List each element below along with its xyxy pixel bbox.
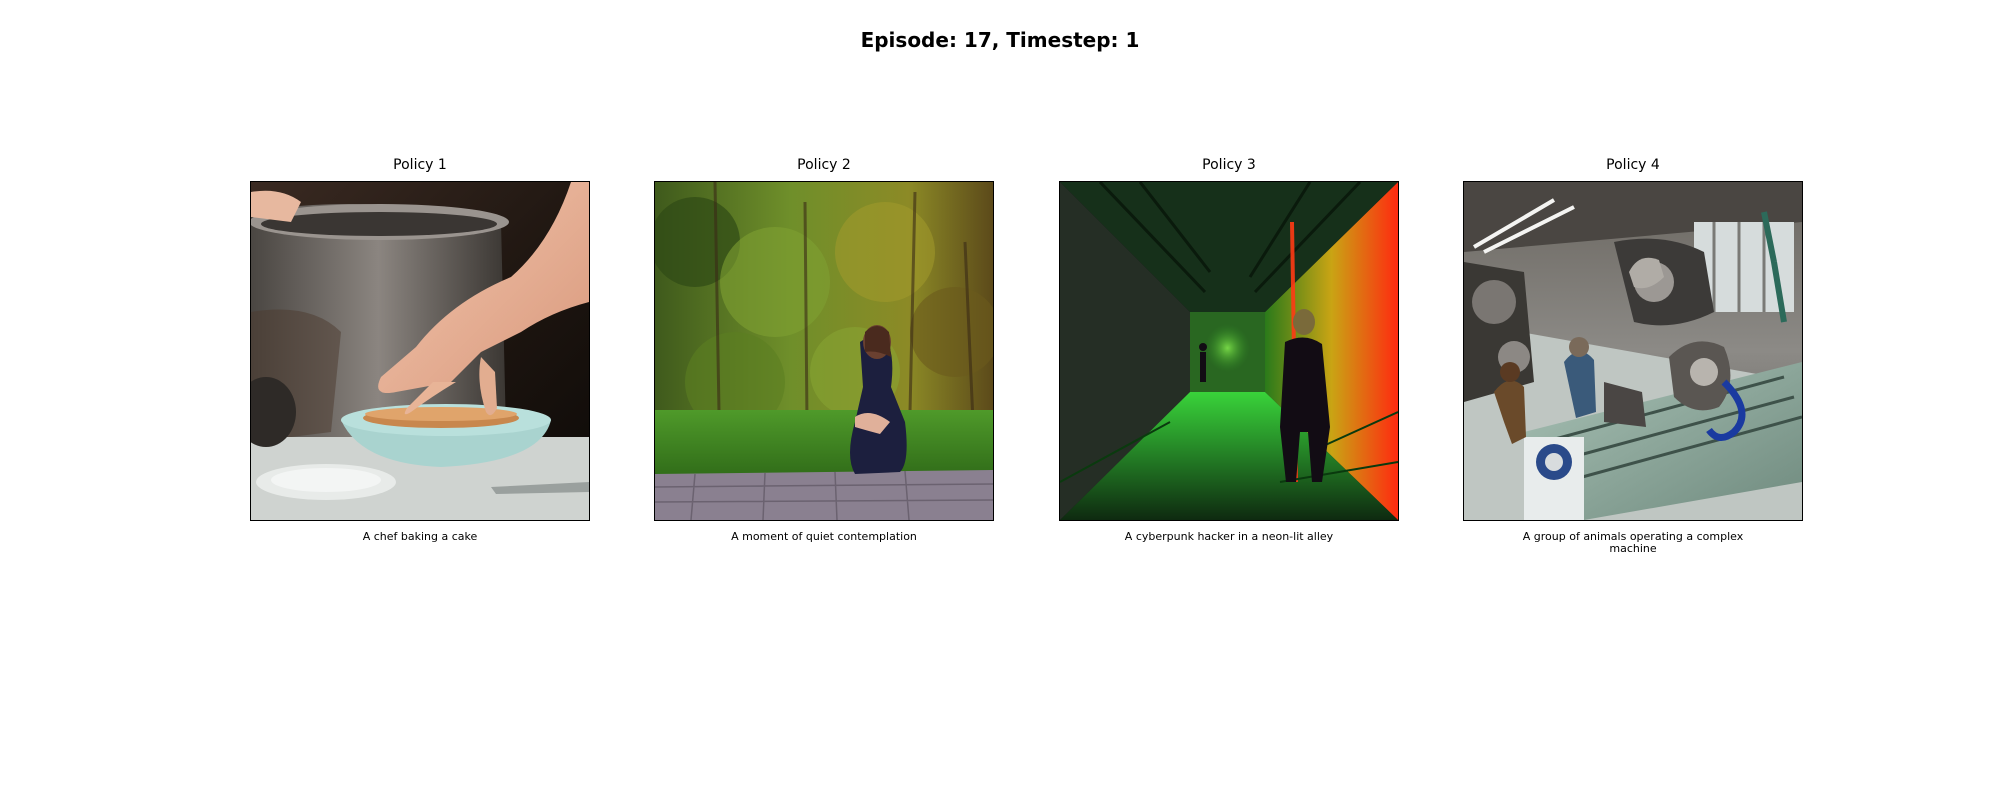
- panel-caption: A cyberpunk hacker in a neon-lit alley: [1124, 530, 1334, 543]
- panel-title: Policy 3: [1202, 157, 1256, 173]
- chef-baking-cake-image: [250, 181, 590, 521]
- panel-policy-1: Policy 1: [250, 156, 590, 543]
- animals-operating-machine-image: [1463, 181, 1803, 521]
- panel-policy-3: Policy 3: [1059, 156, 1399, 543]
- panel-title: Policy 2: [797, 157, 851, 173]
- panel-caption: A group of animals operating a complex m…: [1522, 530, 1744, 555]
- neon-alley-figure-image: [1059, 181, 1399, 521]
- panel-title: Policy 4: [1606, 157, 1660, 173]
- figure-title: Episode: 17, Timestep: 1: [860, 28, 1140, 52]
- panel-policy-4: Policy 4: [1463, 156, 1803, 555]
- panel-policy-2: Policy 2: [654, 156, 994, 543]
- panel-caption: A moment of quiet contemplation: [731, 530, 917, 543]
- panel-title: Policy 1: [393, 157, 447, 173]
- panel-caption: A chef baking a cake: [362, 530, 478, 543]
- woman-sitting-on-grass-image: [654, 181, 994, 521]
